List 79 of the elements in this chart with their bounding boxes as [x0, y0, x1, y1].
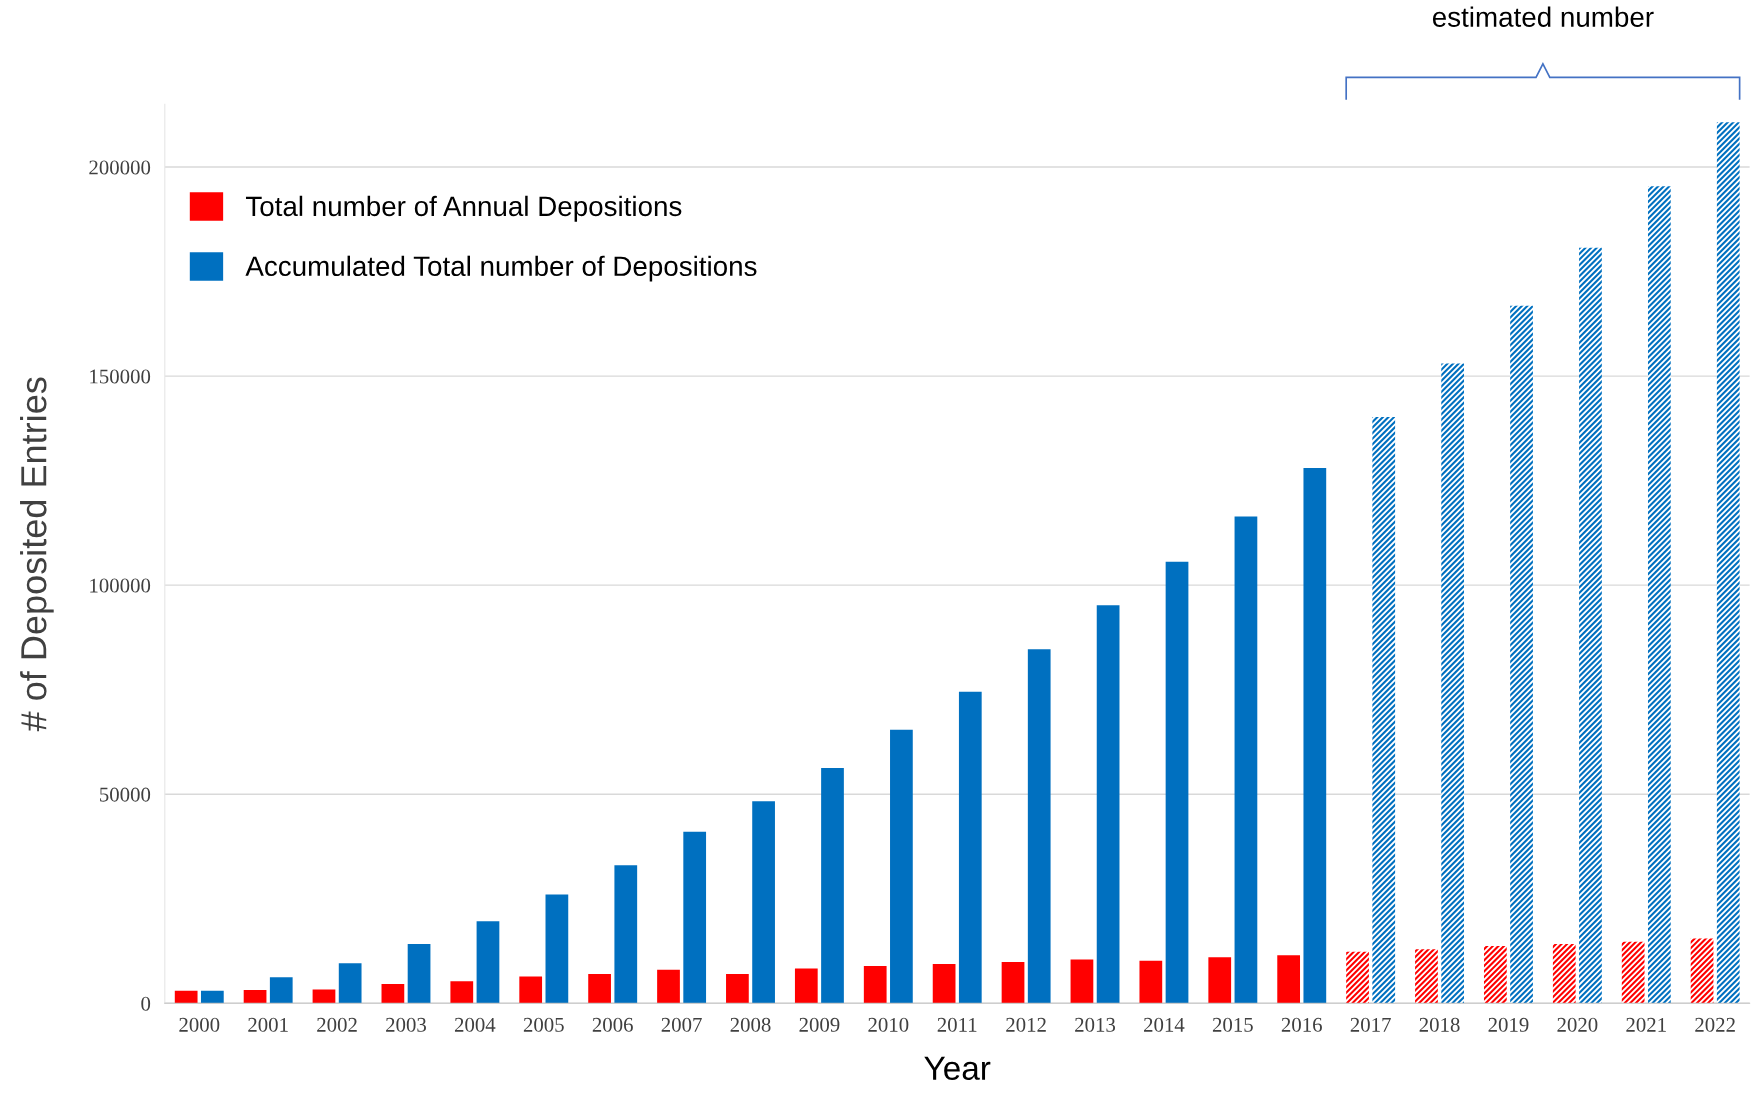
- bar: [588, 974, 611, 1004]
- x-tick-label: 2020: [1557, 1017, 1598, 1032]
- x-tick-label: 2010: [868, 1017, 909, 1032]
- bar: [1415, 949, 1438, 1004]
- bar: [683, 831, 707, 1004]
- bar: [1552, 943, 1576, 1004]
- y-axis-title: # of Deposited Entries: [20, 377, 54, 732]
- y-tick-label: 50000: [100, 787, 151, 802]
- x-tick-label: 2002: [317, 1017, 357, 1032]
- bar: [752, 801, 775, 1004]
- bar: [890, 729, 913, 1004]
- bar: [1483, 946, 1507, 1004]
- x-tick-label: 2022: [1695, 1017, 1735, 1032]
- x-tick-label: 2018: [1419, 1017, 1460, 1032]
- bar: [312, 989, 336, 1004]
- bar: [381, 984, 405, 1004]
- bar: [243, 989, 267, 1004]
- bar: [450, 981, 474, 1004]
- bar: [1139, 960, 1163, 1004]
- bar: [1096, 605, 1120, 1004]
- bar: [863, 966, 887, 1004]
- y-tick-label: 200000: [89, 160, 151, 175]
- x-tick-label: 2007: [661, 1017, 702, 1032]
- bar: [726, 974, 749, 1004]
- bar: [1579, 247, 1602, 1004]
- bar: [1510, 305, 1533, 1004]
- bar: [1001, 961, 1025, 1004]
- bar: [1441, 363, 1465, 1004]
- bar: [1647, 186, 1671, 1004]
- x-tick-label: 2008: [730, 1017, 771, 1032]
- x-tick-label: 2021: [1626, 1017, 1666, 1032]
- bar: [269, 977, 293, 1004]
- bar: [958, 691, 982, 1004]
- bar: [407, 943, 431, 1004]
- x-tick-label: 2006: [592, 1017, 633, 1032]
- legend-label: Total number of Annual Depositions: [245, 195, 682, 222]
- legend-label: Accumulated Total number of Depositions: [245, 255, 757, 282]
- bar: [657, 969, 680, 1004]
- x-axis-title: Year: [924, 1056, 991, 1080]
- bar: [545, 894, 569, 1004]
- bar: [519, 976, 543, 1004]
- y-tick-label: 100000: [90, 578, 151, 593]
- bar: [1277, 955, 1301, 1004]
- bar: [1208, 957, 1232, 1004]
- bar: [1690, 938, 1714, 1004]
- bar: [1716, 122, 1740, 1004]
- bar: [200, 990, 224, 1004]
- x-tick-label: 2016: [1281, 1017, 1322, 1032]
- bar: [1621, 941, 1645, 1004]
- x-tick-label: 2019: [1488, 1017, 1529, 1032]
- x-tick-label: 2009: [799, 1017, 840, 1032]
- bar: [1346, 951, 1369, 1004]
- x-tick-label: 2013: [1075, 1017, 1116, 1032]
- y-tick-label: 150000: [90, 369, 151, 384]
- x-tick-label: 2005: [523, 1017, 564, 1032]
- bar: [1303, 468, 1327, 1004]
- bar: [1372, 417, 1396, 1004]
- bar: [1234, 516, 1258, 1004]
- bar: [794, 968, 818, 1004]
- x-tick-label: 2000: [179, 1017, 220, 1032]
- x-tick-label: 2017: [1350, 1017, 1391, 1032]
- bar: [476, 921, 500, 1004]
- x-tick-label: 2004: [454, 1017, 496, 1032]
- bar: [338, 963, 362, 1004]
- bar: [614, 865, 638, 1004]
- bar: [174, 990, 198, 1004]
- x-tick-label: 2012: [1006, 1017, 1046, 1032]
- x-tick-label: 2001: [248, 1017, 288, 1032]
- bar: [1070, 959, 1094, 1004]
- bar: [1027, 649, 1051, 1004]
- x-tick-label: 2015: [1212, 1017, 1253, 1032]
- x-tick-label: 2011: [937, 1017, 977, 1032]
- bar: [932, 963, 956, 1004]
- bar: [821, 767, 844, 1004]
- x-tick-label: 2014: [1144, 1017, 1185, 1032]
- y-tick-label: 0: [141, 996, 151, 1011]
- x-tick-label: 2003: [386, 1017, 426, 1032]
- text: estimated number: [1432, 6, 1654, 27]
- bar: [1165, 561, 1189, 1004]
